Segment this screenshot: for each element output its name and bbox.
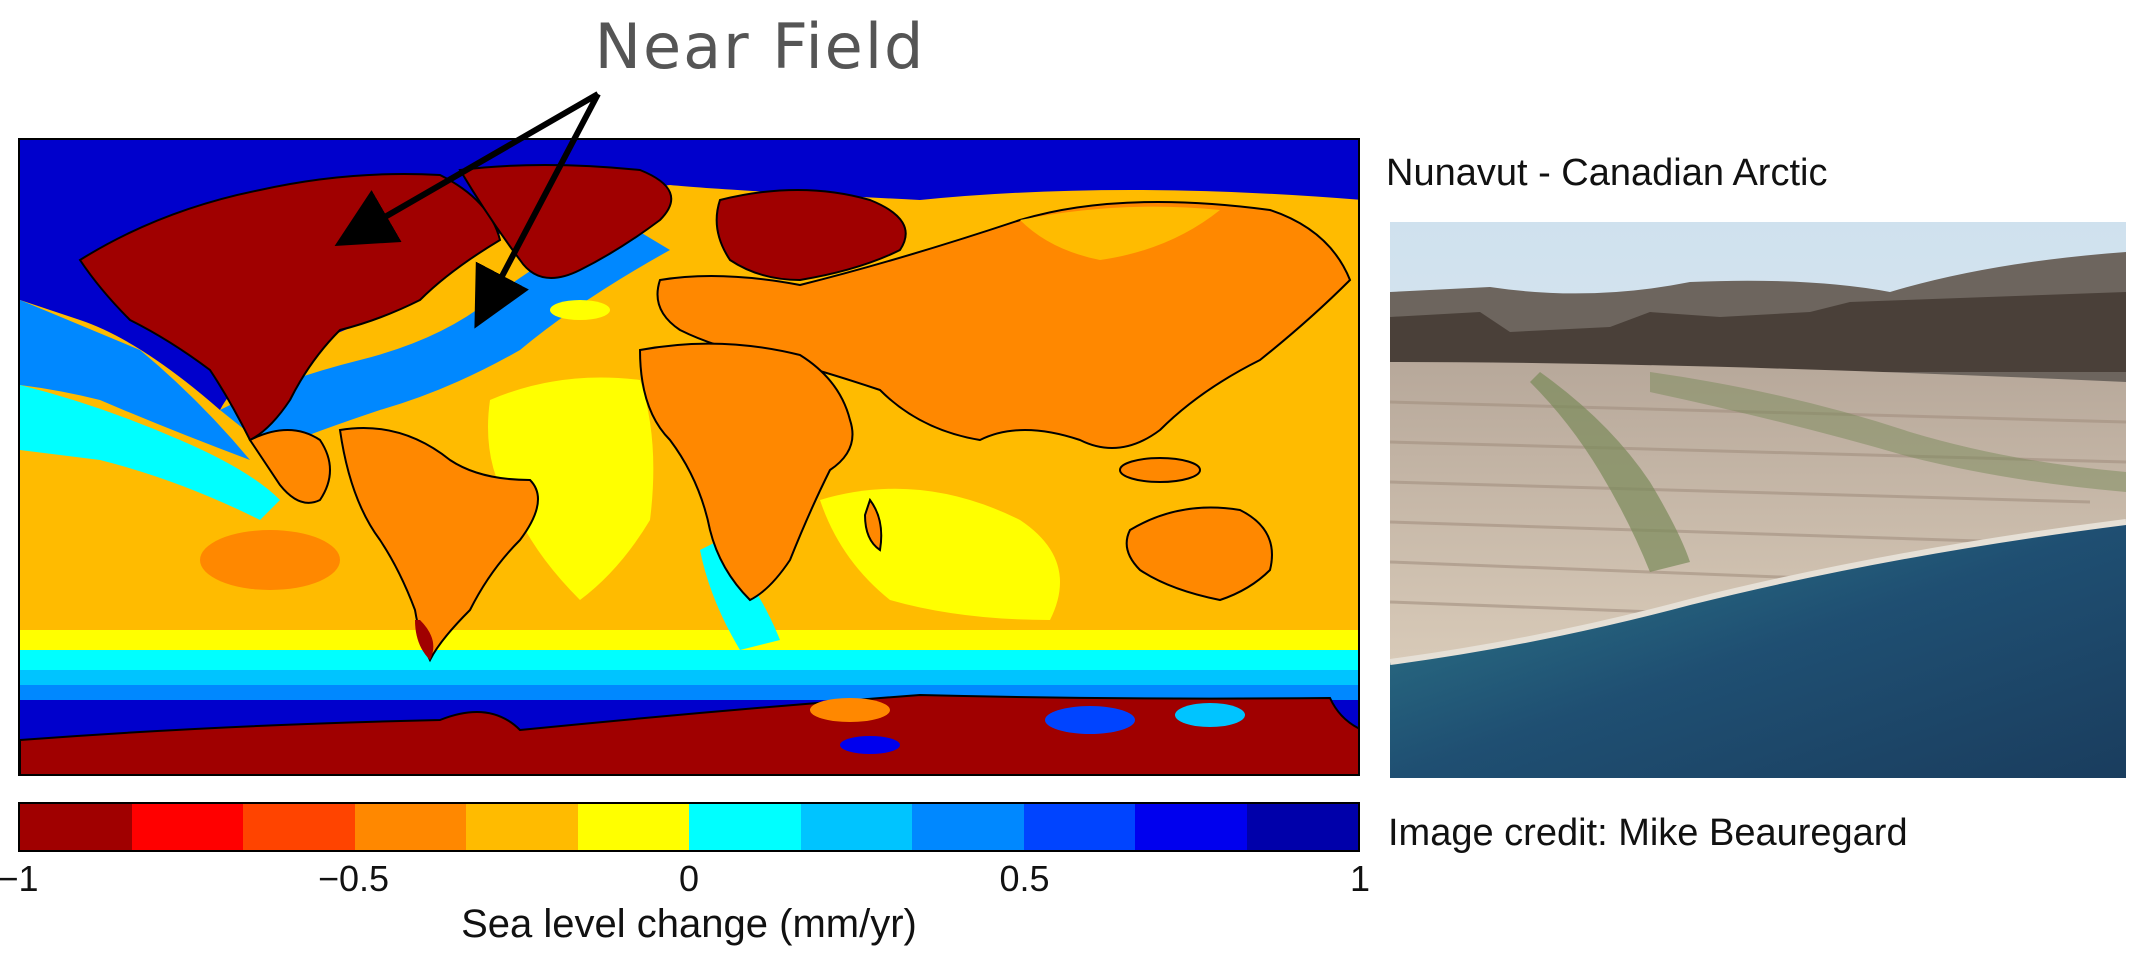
central-america <box>248 429 331 504</box>
pacific-orange-blob <box>200 530 340 590</box>
sea-level-map <box>18 138 1360 776</box>
arctic-photo-image <box>1390 222 2126 778</box>
colorbar-tick-label: −0.5 <box>317 858 390 899</box>
colorbar-label: Sea level change (mm/yr) <box>461 902 917 946</box>
antarctica-patch-1 <box>810 698 890 722</box>
colorbar <box>18 802 1360 852</box>
patagonia <box>415 620 434 660</box>
colorbar-tick-label: 0 <box>678 858 700 899</box>
colorbar-cell <box>912 804 1024 850</box>
pacific-cyan-band <box>20 385 280 520</box>
arctic-photo <box>1390 222 2126 778</box>
colorbar-cell <box>354 804 466 850</box>
antarctica <box>20 693 1358 774</box>
madagascar <box>863 497 883 552</box>
colorbar-cell <box>800 804 912 850</box>
australia <box>1125 506 1273 602</box>
colorbar-tick-label: 0.5 <box>999 858 1050 899</box>
colorbar-cell <box>20 804 132 850</box>
near-field-label: Near Field <box>594 10 926 83</box>
siberia-orange <box>1020 206 1220 260</box>
colorbar-tick-label: 1 <box>1349 858 1371 899</box>
map-canvas <box>20 140 1358 774</box>
antarctica-patch-2 <box>1045 706 1135 734</box>
scandinavia <box>715 189 907 282</box>
colorbar-cell <box>1023 804 1135 850</box>
antarctica-patch-4 <box>840 736 900 754</box>
colorbar-cell <box>1135 804 1247 850</box>
colorbar-cell <box>689 804 801 850</box>
colorbar-cell <box>131 804 243 850</box>
colorbar-cell <box>577 804 689 850</box>
antarctica-patch-3 <box>1175 703 1245 727</box>
north-pacific-blue <box>20 300 250 460</box>
africa <box>638 342 854 602</box>
colorbar-cell <box>1246 804 1358 850</box>
north-atlantic-yellow-blob <box>550 300 610 320</box>
colorbar-cell <box>466 804 578 850</box>
atlantic-yellow <box>488 377 654 600</box>
photo-credit: Image credit: Mike Beauregard <box>1388 812 1908 854</box>
photo-caption: Nunavut - Canadian Arctic <box>1386 152 1828 194</box>
indonesia <box>1119 457 1201 483</box>
indian-ocean-cyan <box>700 540 780 650</box>
colorbar-cell <box>243 804 355 850</box>
south-america <box>338 427 539 663</box>
colorbar-tick-label: −1 <box>0 858 39 899</box>
